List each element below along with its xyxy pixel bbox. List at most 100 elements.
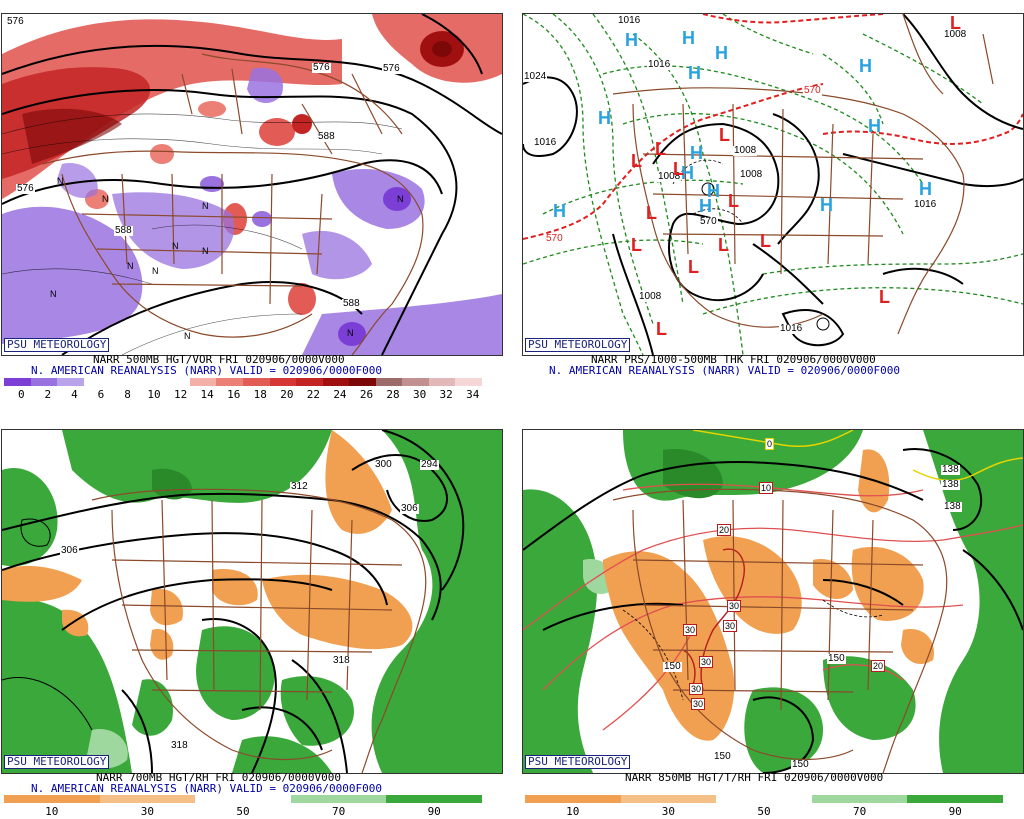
height-label: 318 — [332, 655, 351, 666]
scale-swatch — [4, 795, 100, 803]
high-pressure-marker: H — [690, 143, 703, 163]
scale-tick-label: 10 — [45, 805, 59, 818]
scale-swatch — [290, 795, 387, 803]
scale-tick-label: 70 — [852, 805, 867, 818]
isobar-label: 1008 — [657, 171, 682, 182]
scale-tick-label: 4 — [71, 388, 78, 401]
height-label: 312 — [290, 481, 309, 492]
scale-tick-label: 30 — [140, 805, 155, 818]
scale-swatch — [136, 378, 164, 386]
temperature-label: 20 — [871, 660, 886, 672]
scale-tick-label: 30 — [412, 388, 427, 401]
isobar-label: 1016 — [647, 59, 672, 70]
scale-swatch — [57, 378, 84, 386]
scale-tick-label: 50 — [757, 805, 771, 818]
contour-label: 588 — [342, 298, 361, 309]
contour-label: 588 — [317, 131, 336, 142]
scale-tick-label: 90 — [948, 805, 962, 818]
map-pressure-thickness: 1016 1016 1016 1024 1008 1008 1008 1016 … — [522, 13, 1024, 356]
scale-tick-label: 22 — [306, 388, 320, 401]
temperature-label: 30 — [683, 624, 698, 636]
contour-label: 576 — [6, 16, 25, 27]
map-caption-valid: N. AMERICAN REANALYSIS (NARR) VALID = 02… — [549, 364, 900, 377]
svg-text:N: N — [152, 266, 159, 276]
svg-text:N: N — [202, 201, 209, 211]
isobar-label: 1008 — [733, 145, 758, 156]
scale-tick-label: 26 — [359, 388, 374, 401]
scale-tick-label: 28 — [386, 388, 400, 401]
height-label: 138 — [943, 501, 962, 512]
height-label: 150 — [827, 653, 846, 664]
map-caption-title: NARR 500MB HGT/VOR FRI 020906/0000V000 — [93, 353, 345, 366]
scale-swatch — [322, 378, 350, 386]
temperature-label: 30 — [691, 698, 706, 710]
svg-text:N: N — [202, 246, 209, 256]
temperature-label: 0 — [765, 438, 775, 450]
low-pressure-marker: L — [655, 139, 666, 159]
height-label: 150 — [663, 661, 682, 672]
scale-swatch — [4, 378, 31, 386]
scale-tick-label: 24 — [333, 388, 347, 401]
high-pressure-marker: H — [681, 163, 694, 183]
map-caption-title: NARR 850MB HGT/T/RH FRI 020906/0000V000 — [625, 771, 884, 784]
height-label: 150 — [713, 751, 732, 762]
rh-color-scale: 10 30 50 70 90 — [4, 795, 482, 818]
low-pressure-marker: L — [631, 151, 642, 171]
high-pressure-marker: H — [688, 63, 701, 83]
scale-tick-label: 30 — [661, 805, 676, 818]
scale-tick-label: 10 — [566, 805, 580, 818]
map-caption-title: NARR 700MB HGT/RH FRI 020906/0000V000 — [96, 771, 342, 784]
isobar-label: 1024 — [523, 71, 548, 82]
high-pressure-marker: H — [598, 108, 611, 128]
svg-text:N: N — [57, 176, 64, 186]
scale-tick-label: 20 — [280, 388, 294, 401]
scale-tick-label: 8 — [124, 388, 131, 401]
rh-color-scale: 10 30 50 70 90 — [525, 795, 1003, 818]
svg-text:N: N — [184, 331, 191, 341]
map-500mb: N N N N N N N N N N N 576 576 576 588 588 576 5… — [1, 13, 503, 356]
scale-tick-label: 2 — [44, 388, 52, 401]
map-850mb: 150 150 150 150 138 138 138 0 10 20 20 3… — [522, 429, 1024, 774]
high-pressure-marker: H — [868, 116, 881, 136]
scale-swatch — [375, 378, 403, 386]
scale-tick-label: 90 — [427, 805, 441, 818]
height-label: 318 — [170, 740, 189, 751]
scale-swatch — [83, 378, 111, 386]
isobar-label: 1016 — [533, 137, 558, 148]
contour-label: 576 — [16, 183, 35, 194]
low-pressure-marker: L — [646, 203, 657, 223]
panel-pressure-thickness: 1016 1016 1016 1024 1008 1008 1008 1016 … — [521, 0, 1024, 410]
psu-meteorology-badge: PSU METEOROLOGY — [4, 338, 110, 352]
scale-tick-label: 6 — [97, 388, 105, 401]
high-pressure-marker: H — [707, 181, 720, 201]
scale-swatch — [525, 795, 621, 803]
isobar-label: 1016 — [779, 323, 804, 334]
temperature-label: 30 — [699, 656, 714, 668]
thickness-label: 570 — [546, 233, 563, 244]
scale-swatch — [195, 795, 291, 803]
temperature-label: 10 — [759, 482, 774, 494]
svg-text:N: N — [127, 261, 134, 271]
isobar-label: 1008 — [638, 291, 663, 302]
contour-label: 576 — [382, 63, 401, 74]
temperature-label: 30 — [689, 683, 704, 695]
scale-swatch — [296, 378, 323, 386]
low-pressure-marker: L — [760, 231, 771, 251]
scale-swatch — [716, 795, 812, 803]
svg-text:N: N — [347, 328, 354, 338]
scale-tick-label: 32 — [439, 388, 453, 401]
height-label: 300 — [374, 459, 393, 470]
temperature-label: 30 — [727, 600, 742, 612]
svg-text:N: N — [102, 194, 109, 204]
scale-tick-label: 10 — [147, 388, 161, 401]
height-label: 150 — [791, 759, 810, 770]
vorticity-color-scale: 0 2 4 6 8 10 12 14 16 18 20 22 24 26 28 30 32 34 — [4, 378, 482, 402]
high-pressure-marker: H — [553, 201, 566, 221]
height-label: 138 — [941, 464, 960, 475]
height-label: 138 — [941, 479, 960, 490]
scale-swatch — [811, 795, 908, 803]
psu-meteorology-badge: PSU METEOROLOGY — [4, 755, 110, 769]
svg-text:N: N — [172, 241, 179, 251]
svg-text:N: N — [397, 194, 404, 204]
high-pressure-marker: H — [715, 43, 728, 63]
